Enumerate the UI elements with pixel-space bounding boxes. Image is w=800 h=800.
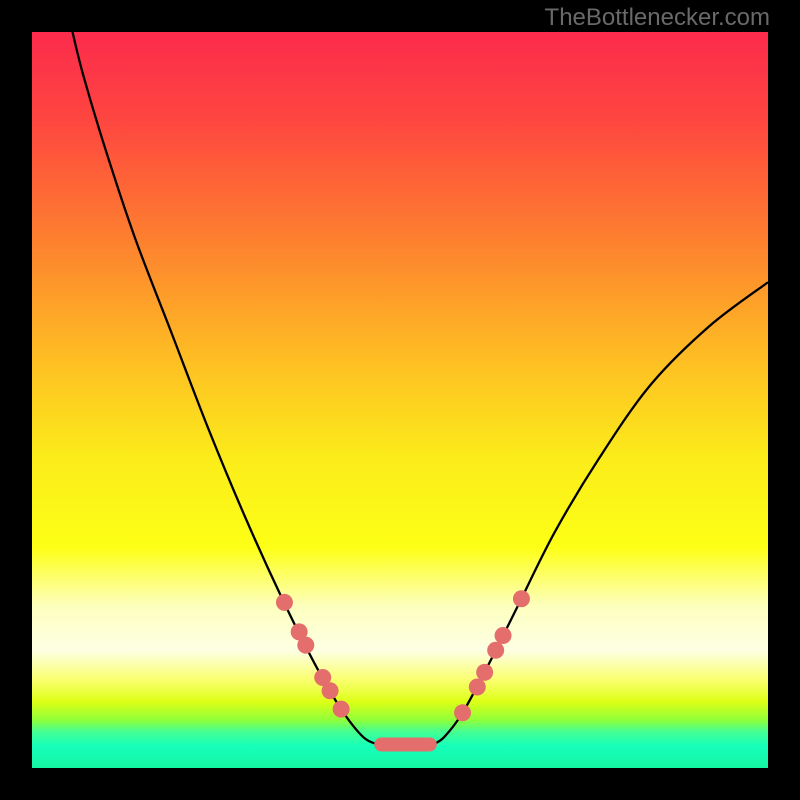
marker-left-0 (276, 594, 293, 611)
marker-flat-segment (374, 737, 437, 751)
marker-right-1 (469, 679, 486, 696)
marker-right-2 (476, 664, 493, 681)
marker-left-5 (333, 701, 350, 718)
watermark-text: TheBottlenecker.com (545, 4, 770, 32)
chart-canvas: TheBottlenecker.com (0, 0, 800, 800)
marker-left-4 (322, 682, 339, 699)
marker-right-4 (495, 627, 512, 644)
plot-area (32, 32, 768, 768)
marker-right-5 (513, 590, 530, 607)
bottleneck-chart-svg (32, 32, 768, 768)
gradient-background (32, 32, 768, 768)
marker-right-3 (487, 642, 504, 659)
marker-right-0 (454, 704, 471, 721)
marker-left-2 (297, 637, 314, 654)
